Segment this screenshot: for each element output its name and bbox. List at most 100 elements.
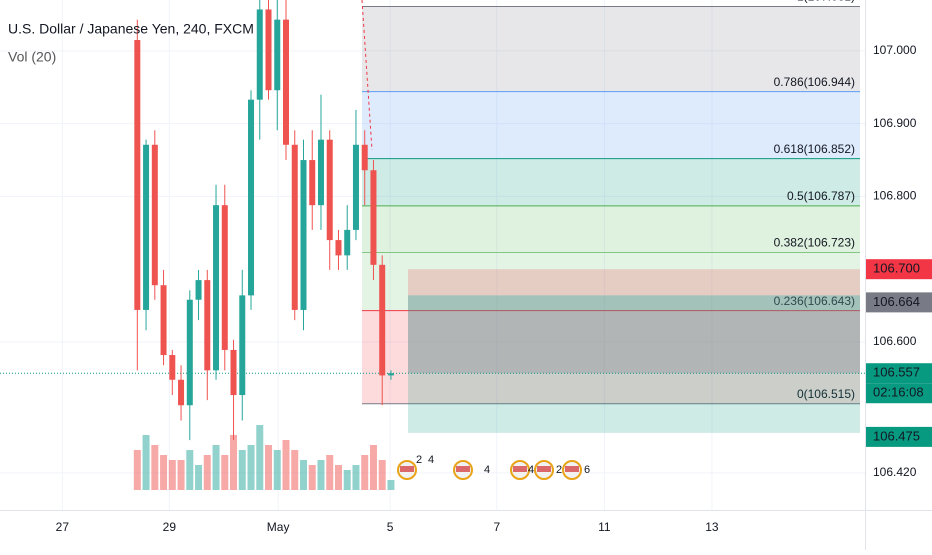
candle-body (213, 205, 220, 371)
x-tick-label: 27 (56, 520, 70, 534)
event-count: 4 (484, 464, 490, 476)
stop-price: 106.700 (873, 261, 920, 276)
progress-zone (408, 295, 860, 374)
candle-body (221, 205, 228, 350)
candle-body (317, 139, 324, 206)
event-flag (565, 466, 579, 472)
volume-bar (203, 455, 211, 490)
candle-body (361, 144, 368, 171)
candle-body (248, 99, 255, 296)
x-tick-label: 11 (598, 520, 611, 534)
volume-bar (369, 445, 377, 490)
volume-bar (352, 465, 360, 490)
volume-bar (361, 455, 369, 490)
axes: 107.000 106.900 106.800 106.600 106.420 27 29 M… (56, 43, 932, 534)
volume-bar (186, 450, 194, 490)
x-tick-label: 13 (705, 520, 719, 534)
volume-bar (326, 455, 334, 490)
fib-band (362, 310, 860, 404)
event-count: 4 (528, 464, 534, 476)
event-flag (400, 466, 414, 472)
candle-body (300, 160, 307, 310)
countdown: 02:16:08 (873, 385, 924, 400)
fib-band (362, 91, 860, 159)
volume-bar (212, 445, 220, 490)
volume-bar (265, 445, 273, 490)
fib-band (362, 158, 860, 206)
stop-price-bg (866, 259, 932, 280)
volume-bar (343, 470, 351, 490)
volume-bar (299, 460, 307, 490)
entry-price-bg (866, 292, 932, 313)
volume-bar (151, 445, 159, 490)
candle-body (151, 144, 158, 286)
target-zone (408, 295, 860, 433)
fib-label: 0.618(106.852) (774, 142, 855, 156)
event-count: 2 (416, 454, 422, 466)
target-price: 106.475 (873, 428, 920, 443)
candle-body (160, 285, 167, 356)
x-tick-label: 29 (163, 520, 177, 534)
candle-body (204, 280, 211, 371)
fib-band (362, 205, 860, 253)
candle-body (178, 379, 185, 406)
x-tick-label: 5 (387, 520, 394, 534)
candle-body (239, 295, 246, 396)
volume-bar (230, 435, 238, 490)
volume (133, 425, 395, 490)
candle-body (274, 19, 281, 91)
fib-trend (361, 0, 373, 151)
volume-bar (238, 450, 246, 490)
y-tick-label: 106.900 (873, 116, 917, 130)
volume-bar (221, 455, 229, 490)
volume-bar (177, 460, 185, 490)
candle-body (344, 229, 351, 256)
event-count: 4 (428, 454, 434, 466)
last-price-bg (866, 363, 932, 384)
candle-body (230, 349, 237, 396)
fib-label: 0.382(106.723) (774, 236, 855, 250)
x-tick-label: May (267, 520, 290, 534)
fib-label: 1(107.061) (797, 0, 855, 4)
volume-bar (387, 480, 395, 490)
countdown-bg (866, 383, 932, 404)
indicator-label: Vol (20) (8, 49, 56, 65)
y-tick-label: 106.800 (873, 189, 917, 203)
volume-bar (168, 460, 176, 490)
candle-body (291, 144, 298, 310)
candle-body (265, 9, 272, 91)
event-count: 6 (584, 464, 590, 476)
entry-price: 106.664 (873, 294, 920, 309)
volume-bar (378, 460, 386, 490)
y-tick-label: 107.000 (873, 43, 917, 57)
fib-label: 0.786(106.944) (774, 75, 855, 89)
last-price: 106.557 (873, 365, 920, 380)
candle-body (195, 280, 202, 300)
volume-bar (247, 445, 255, 490)
candle-body (256, 9, 263, 100)
candles (134, 0, 394, 441)
target-price-bg (866, 426, 932, 447)
candle-body (370, 170, 377, 265)
event-flag (456, 466, 470, 472)
candle-body (309, 160, 316, 206)
volume-bar (160, 455, 168, 490)
candle-body (186, 299, 193, 406)
volume-bar (142, 435, 150, 490)
candle-body (387, 373, 394, 376)
position-tool (0, 269, 865, 433)
volume-bar (273, 450, 281, 490)
event-count: 2 (556, 464, 562, 476)
y-tick-label: 106.420 (873, 465, 917, 479)
volume-bar (334, 465, 342, 490)
volume-bar (256, 425, 264, 490)
y-tick-label: 106.600 (873, 334, 917, 348)
event-flag (537, 466, 551, 472)
fib-label: 0.5(106.787) (787, 189, 855, 203)
fib-label: 0.236(106.643) (774, 294, 855, 308)
candle-body (326, 139, 333, 241)
volume-bar (195, 465, 203, 490)
fib-band (362, 6, 860, 92)
fib-band (362, 252, 860, 311)
